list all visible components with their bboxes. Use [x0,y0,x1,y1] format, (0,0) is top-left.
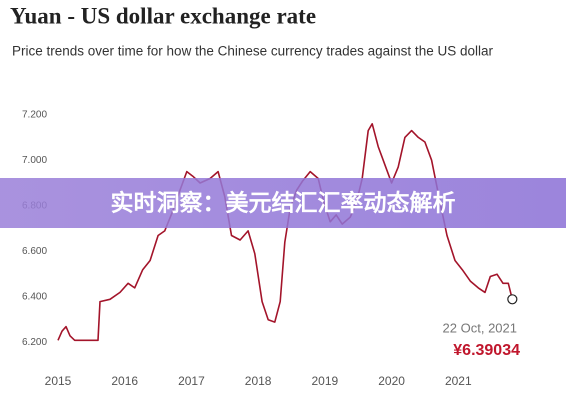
banner-text: 实时洞察：美元结汇汇率动态解析 [111,190,456,217]
y-tick-label: 7.000 [22,155,47,166]
x-tick-label: 2021 [445,374,472,388]
y-tick-label: 6.400 [22,292,47,303]
y-tick-label: 7.200 [22,109,47,120]
line [57,123,514,342]
x-tick-label: 2020 [378,374,405,388]
plot-area: 6.2006.4006.6006.8007.0007.2002015201620… [22,109,518,388]
banner [0,178,566,228]
y-tick-label: 6.200 [22,337,47,348]
chart-title: Yuan - US dollar exchange rate [10,3,316,28]
end-marker [507,294,518,305]
y-tick-label: 6.600 [22,246,47,257]
chart-subtitle: Price trends over time for how the Chine… [12,44,493,59]
x-tick-label: 2016 [111,374,138,388]
x-tick-label: 2015 [45,374,72,388]
x-tick-label: 2018 [245,374,272,388]
x-tick-label: 2017 [178,374,205,388]
x-tick-label: 2019 [312,374,339,388]
annotation-date: 22 Oct, 2021 [443,320,517,335]
annotation-value: ¥6.39034 [453,342,520,359]
